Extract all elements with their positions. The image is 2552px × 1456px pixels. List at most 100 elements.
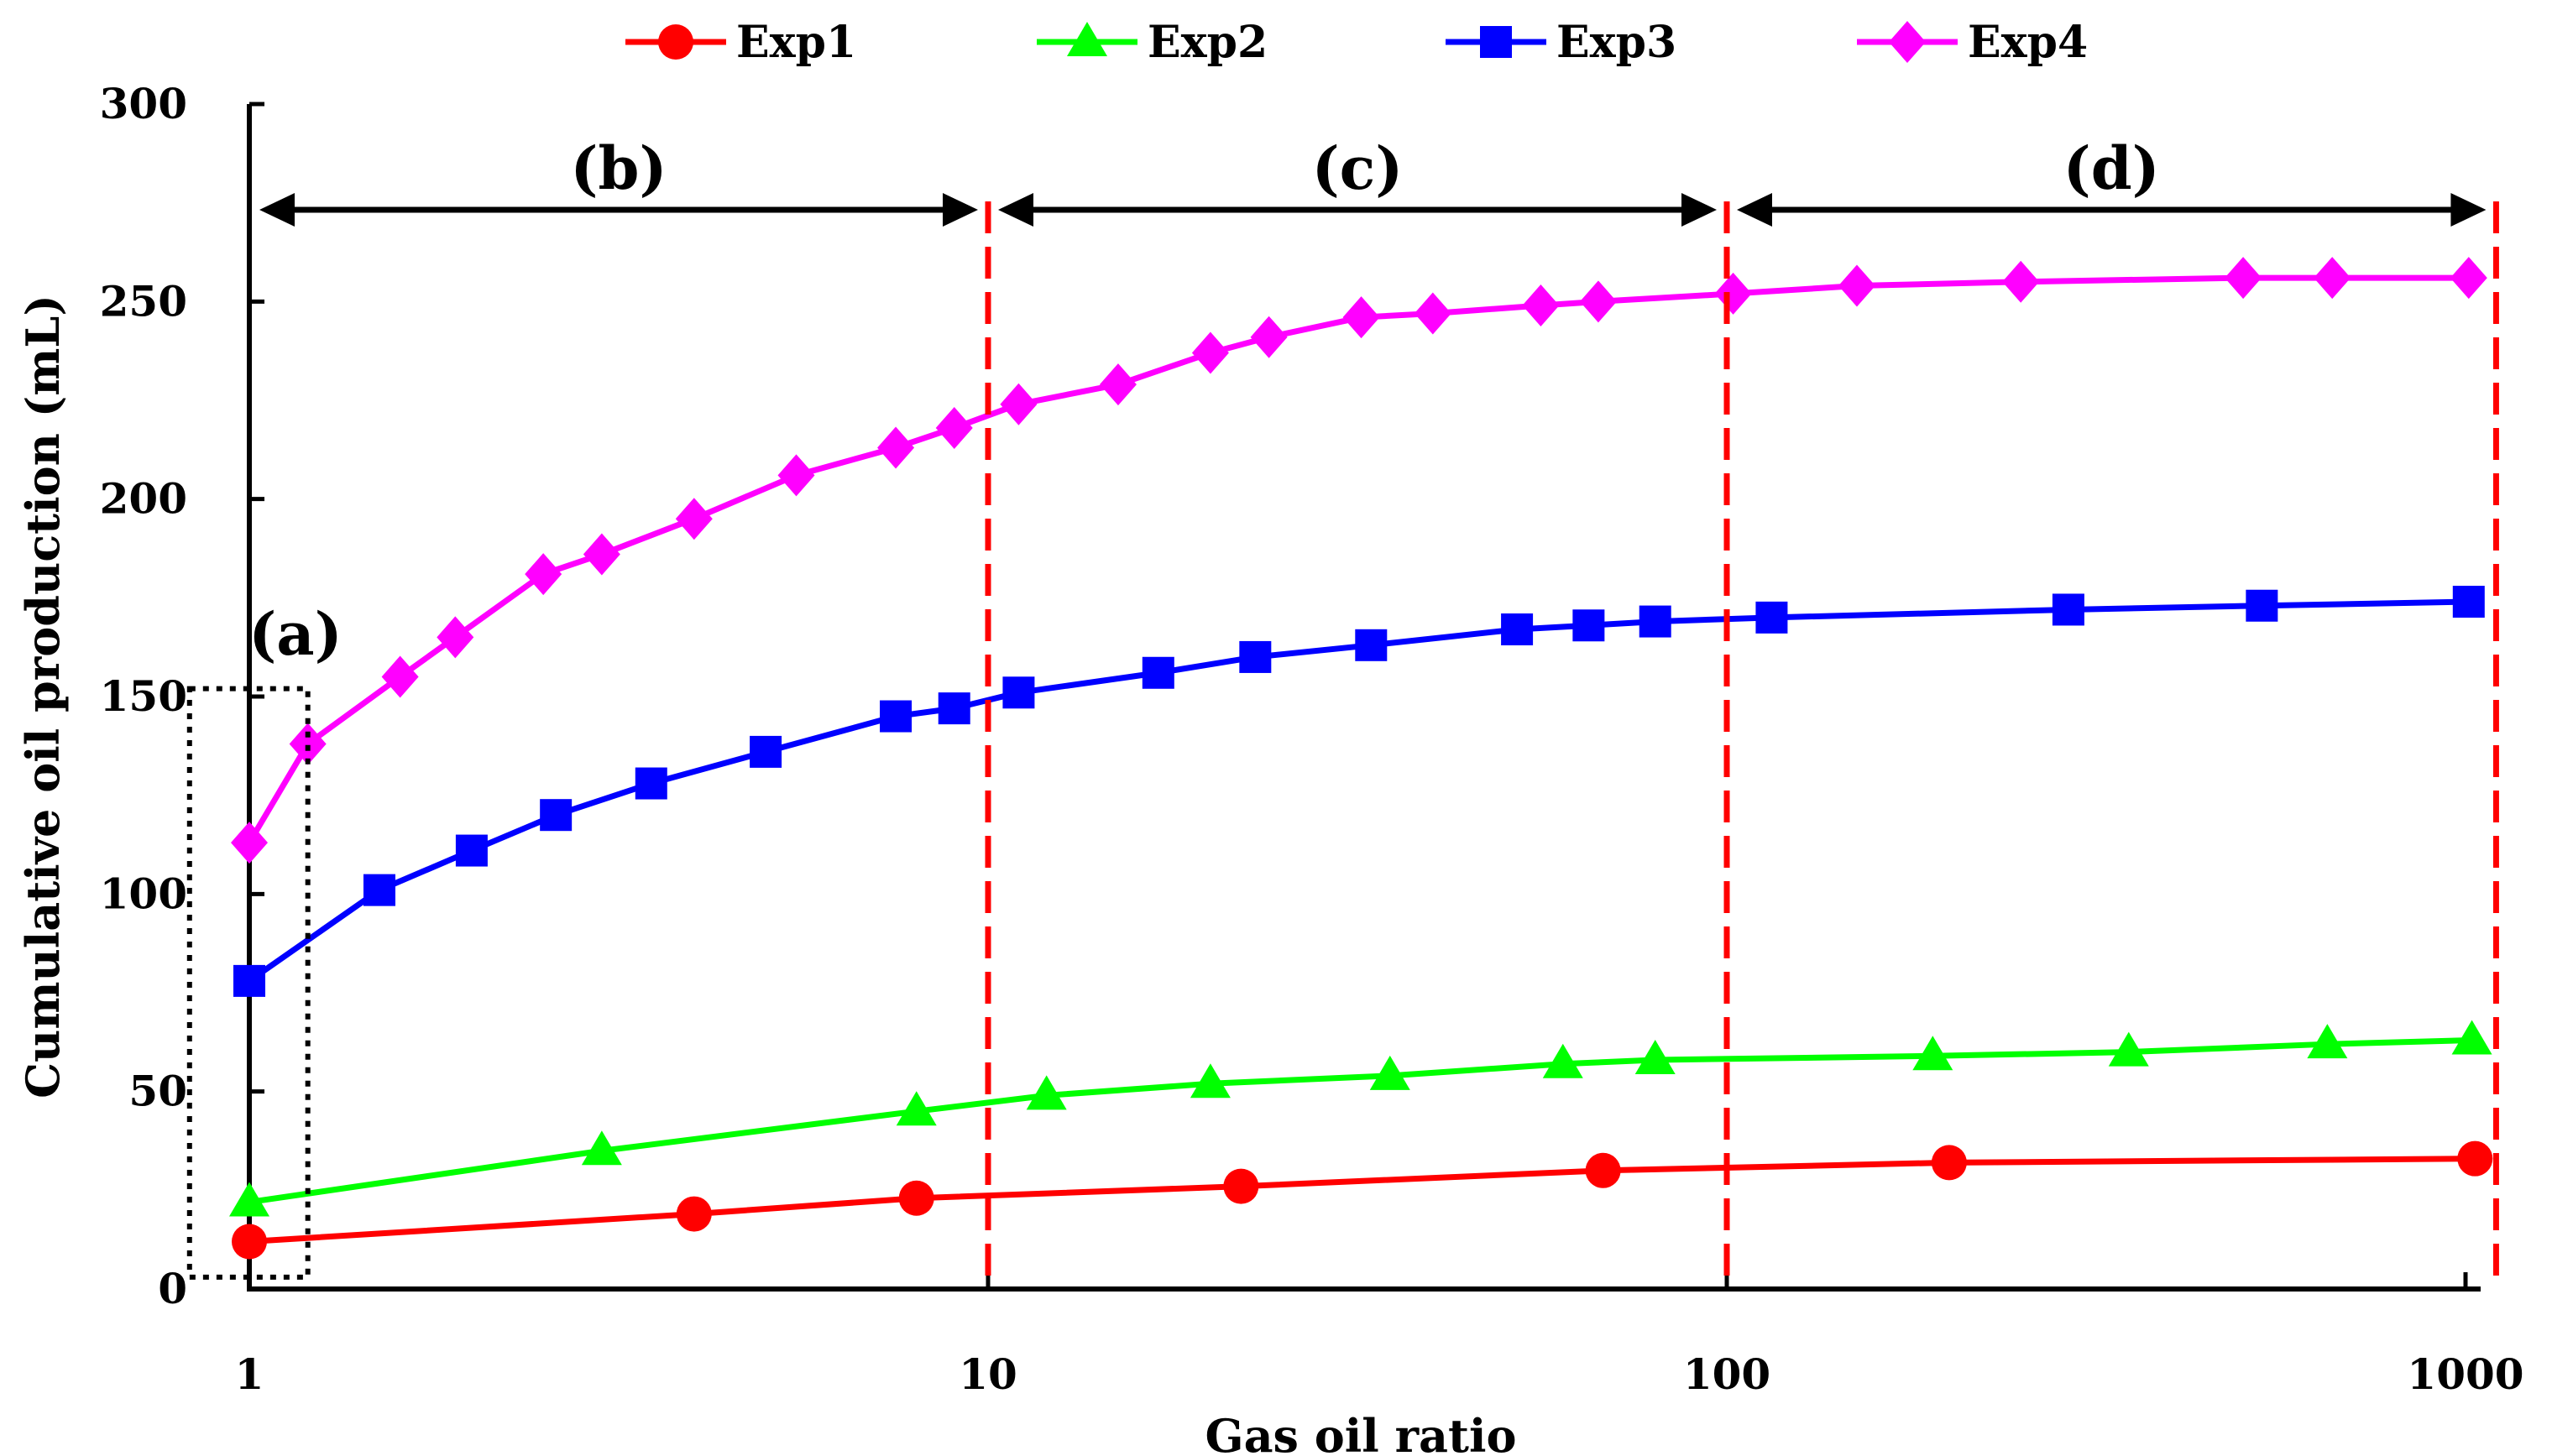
- highlight-box: [186, 686, 311, 1280]
- series-exp4: [231, 257, 2487, 864]
- data-point-exp3: [1355, 629, 1388, 661]
- x-tick-label: 1000: [2407, 1349, 2523, 1399]
- data-point-exp4: [877, 426, 915, 469]
- x-tick-label: 10: [959, 1349, 1017, 1399]
- data-point-exp4: [1838, 264, 1875, 307]
- legend: Exp1 Exp2 Exp3 Exp4: [625, 17, 2088, 68]
- data-point-exp3: [938, 692, 970, 725]
- data-point-exp3: [635, 767, 667, 800]
- data-point-exp4: [289, 723, 327, 765]
- data-point-exp1: [232, 1224, 267, 1260]
- data-point-exp2: [229, 1182, 269, 1217]
- data-point-exp4: [1191, 331, 1229, 374]
- region-arrowhead-right: [1681, 193, 1717, 227]
- data-point-exp4: [1250, 316, 1288, 358]
- legend-marker-exp1: [658, 24, 693, 60]
- data-point-exp1: [1223, 1168, 1259, 1204]
- x-tick-label: 1: [235, 1349, 264, 1399]
- data-point-exp3: [540, 799, 573, 832]
- data-point-exp4: [583, 533, 620, 576]
- data-point-exp4: [437, 616, 474, 659]
- legend-entry-exp2: Exp2: [1037, 17, 1268, 68]
- legend-entry-exp3: Exp3: [1446, 17, 1676, 68]
- data-point-exp4: [2002, 260, 2040, 303]
- y-tick-label: 100: [100, 869, 187, 918]
- data-point-exp3: [233, 964, 265, 997]
- data-point-exp3: [1572, 609, 1605, 642]
- data-point-exp2: [2307, 1024, 2348, 1059]
- y-axis-title: Cumulative oil production (mL): [16, 295, 70, 1099]
- y-tick-label: 150: [100, 671, 187, 721]
- data-point-exp3: [1002, 676, 1035, 709]
- data-point-exp2: [896, 1091, 937, 1126]
- legend-label: Exp4: [1968, 17, 2088, 68]
- legend-marker-exp2: [1067, 22, 1107, 56]
- series-line-exp2: [248, 1036, 2472, 1205]
- y-tick-label: 0: [158, 1264, 187, 1313]
- data-point-exp3: [1639, 605, 1671, 638]
- x-tick-label: 100: [1683, 1349, 1770, 1399]
- region-label: (d): [2063, 133, 2160, 203]
- legend-marker-exp3: [1480, 26, 1512, 58]
- data-point-exp4: [231, 822, 268, 864]
- series-line-exp1: [248, 1156, 2476, 1245]
- series-exp3: [233, 586, 2485, 997]
- legend-entry-exp4: Exp4: [1857, 17, 2088, 68]
- data-point-exp2: [1912, 1036, 1953, 1071]
- data-point-exp4: [2225, 257, 2262, 300]
- data-point-exp2: [1542, 1043, 1583, 1078]
- region-arrowhead-right: [943, 193, 978, 227]
- data-point-exp4: [381, 655, 419, 698]
- data-point-exp4: [1414, 292, 1451, 335]
- data-point-exp3: [2452, 586, 2485, 618]
- data-point-exp2: [2108, 1031, 2149, 1067]
- data-point-exp1: [1931, 1145, 1967, 1181]
- y-tick-label: 300: [100, 79, 187, 128]
- axes: 0 50 100 150 200 250 300 1 10 100 1000 Gas oil rati…: [16, 79, 2524, 1456]
- y-tick-label: 50: [128, 1067, 187, 1116]
- region-arrowhead-left: [998, 193, 1033, 227]
- series-line-exp4: [246, 274, 2469, 844]
- data-point-exp4: [1099, 363, 1137, 406]
- data-point-exp2: [1026, 1075, 1067, 1110]
- series-exp1: [232, 1140, 2493, 1260]
- region-arrowhead-left: [259, 193, 295, 227]
- data-point-exp4: [675, 498, 713, 540]
- data-point-exp4: [935, 406, 973, 449]
- data-point-exp4: [1714, 272, 1752, 315]
- y-tick-label: 250: [100, 276, 187, 326]
- x-axis-title: Gas oil ratio: [1205, 1409, 1516, 1456]
- data-point-exp3: [455, 834, 488, 867]
- region-arrowhead-right: [2450, 193, 2487, 227]
- data-point-exp1: [898, 1180, 934, 1216]
- region-label: (b): [570, 133, 667, 203]
- data-point-exp3: [1142, 656, 1174, 689]
- region-label: (c): [1312, 133, 1404, 203]
- series-exp2: [229, 1020, 2492, 1217]
- data-point-exp3: [1501, 613, 1534, 645]
- region-arrowhead-left: [1737, 193, 1772, 227]
- data-point-exp2: [581, 1130, 622, 1166]
- data-point-exp3: [880, 700, 913, 733]
- highlight-box-label: (a): [248, 599, 343, 669]
- data-point-exp3: [2246, 589, 2278, 622]
- data-point-exp2: [1190, 1063, 1231, 1099]
- data-point-exp4: [1000, 383, 1038, 425]
- annotations: (b) (c) (d) (a): [186, 133, 2499, 1289]
- data-point-exp2: [2451, 1020, 2492, 1055]
- data-point-exp1: [2457, 1140, 2493, 1177]
- data-point-exp1: [1585, 1152, 1621, 1188]
- data-point-exp4: [1579, 280, 1617, 323]
- data-point-exp3: [750, 735, 782, 768]
- data-point-exp4: [2314, 257, 2351, 300]
- data-point-exp4: [525, 553, 562, 596]
- data-point-exp3: [363, 874, 395, 906]
- data-point-exp1: [676, 1196, 712, 1232]
- legend-entry-exp1: Exp1: [625, 17, 856, 68]
- data-point-exp3: [2052, 593, 2084, 626]
- data-point-exp4: [1342, 296, 1380, 339]
- legend-label: Exp1: [736, 17, 856, 68]
- data-point-exp4: [1522, 284, 1560, 327]
- data-point-exp2: [1369, 1055, 1410, 1090]
